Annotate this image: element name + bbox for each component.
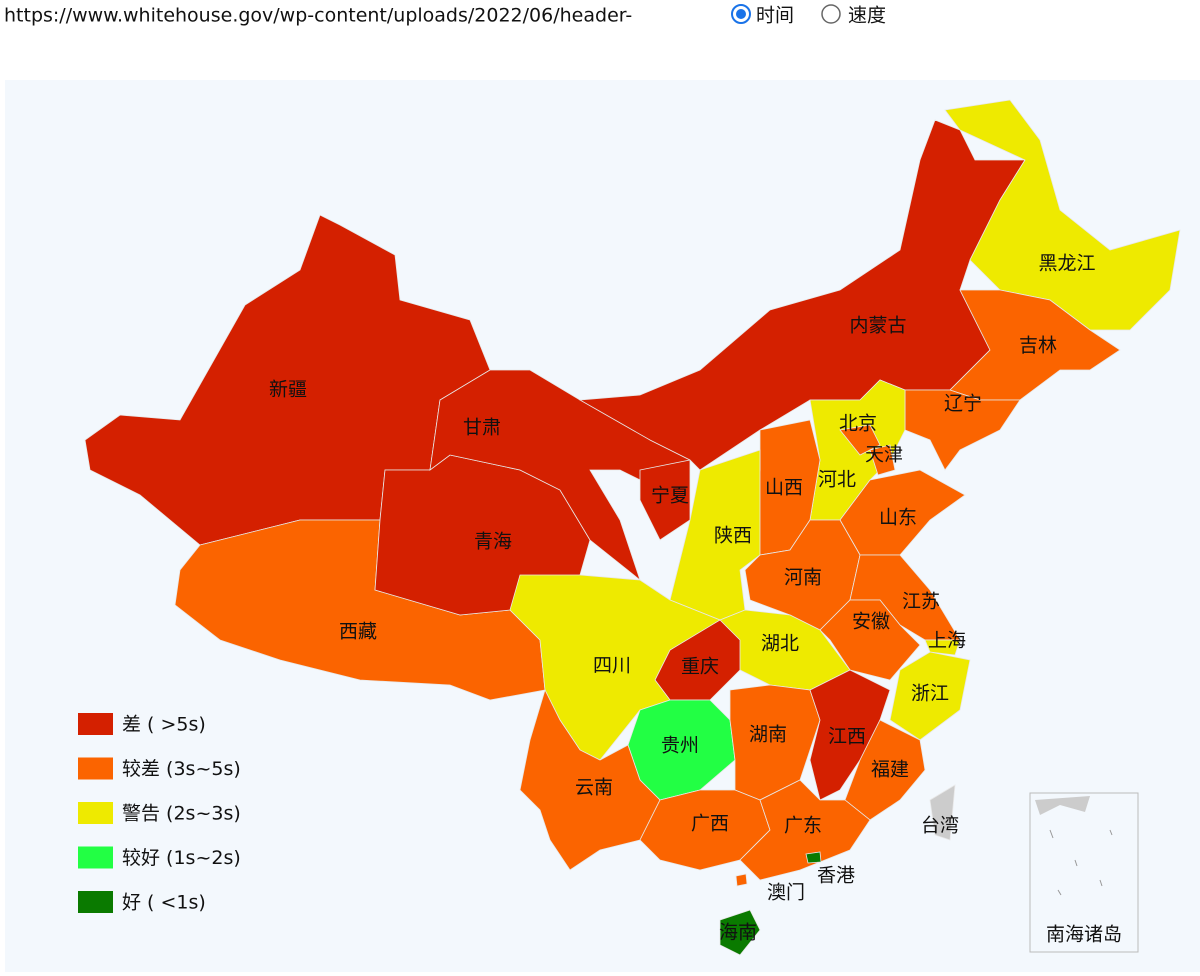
region [839, 424, 881, 456]
region-label: 山东 [879, 507, 917, 529]
radio-label[interactable]: 时间 [756, 5, 794, 27]
region-label: 吉林 [1019, 335, 1057, 357]
region [924, 639, 961, 656]
region-label: 甘肃 [463, 417, 501, 439]
region [819, 599, 921, 681]
region-label: 青海 [474, 531, 512, 553]
region-label: 江西 [828, 726, 866, 748]
legend-swatch [78, 713, 113, 735]
region-label: 内蒙古 [849, 315, 906, 337]
url: https://www.whitehouse.gov/wp-content/up… [4, 5, 632, 27]
legend: 差 ( >5s) 较差 (3s~5s) 警告 (2s~3s) 较好 (1s~2s) 好 … [78, 713, 241, 914]
radio-label[interactable]: 速度 [848, 5, 886, 27]
legend-label: 较差 (3s~5s) [122, 758, 241, 780]
region [869, 444, 896, 476]
region-label: 辽宁 [944, 393, 982, 415]
region-label: 河南 [784, 567, 822, 589]
legend-label: 警告 (2s~3s) [122, 803, 241, 825]
regions [84, 99, 1181, 956]
legend-label: 差 ( >5s) [122, 714, 206, 736]
inset-islands [1049, 829, 1113, 896]
region [739, 779, 871, 881]
legend-swatch [78, 802, 113, 824]
region-label: 上海 [928, 630, 966, 652]
region [809, 669, 891, 801]
region-label: 香港 [817, 865, 855, 887]
region-label: 安徽 [852, 611, 890, 633]
region [929, 784, 956, 841]
radio-speed[interactable] [821, 4, 841, 24]
inset-land [1035, 796, 1090, 815]
region-label: 河北 [818, 469, 856, 491]
region-label: 陕西 [714, 525, 752, 547]
inset-label: 南海诸岛 [1046, 924, 1122, 946]
radio-dot [736, 9, 746, 19]
legend-label: 较好 (1s~2s) [122, 847, 241, 869]
region [639, 459, 691, 541]
region-label: 湖北 [761, 633, 799, 655]
region-label: 江苏 [902, 591, 940, 613]
region-label: 福建 [871, 759, 909, 781]
region-label: 广东 [784, 815, 822, 837]
region [904, 389, 1021, 471]
region-label: 山西 [765, 477, 803, 499]
region [844, 719, 926, 821]
region-label: 云南 [575, 777, 613, 799]
region-label: 北京 [839, 413, 877, 435]
region [889, 651, 971, 741]
region [719, 909, 761, 956]
legend-swatch [78, 846, 113, 869]
region-label: 天津 [865, 444, 903, 466]
region [949, 289, 1121, 401]
legend-swatch [78, 757, 113, 780]
region-label: 贵州 [661, 735, 699, 757]
inset-frame [1029, 792, 1139, 953]
region-label: 西藏 [339, 621, 377, 643]
region-label: 四川 [593, 655, 631, 677]
region-label: 黑龙江 [1038, 253, 1095, 275]
region-label: 台湾 [921, 815, 959, 837]
region-label: 新疆 [269, 379, 307, 401]
region-label: 重庆 [681, 656, 719, 678]
region-label: 广西 [691, 813, 729, 835]
region-label: 湖南 [749, 724, 787, 746]
region [805, 851, 822, 864]
region-label: 宁夏 [651, 485, 689, 507]
region [735, 873, 748, 887]
legend-swatch [78, 891, 113, 913]
region-label: 海南 [719, 922, 757, 944]
region-label: 浙江 [911, 683, 949, 705]
region [944, 99, 1181, 331]
legend-label: 好 ( <1s) [122, 892, 206, 914]
region-label: 澳门 [767, 882, 805, 904]
